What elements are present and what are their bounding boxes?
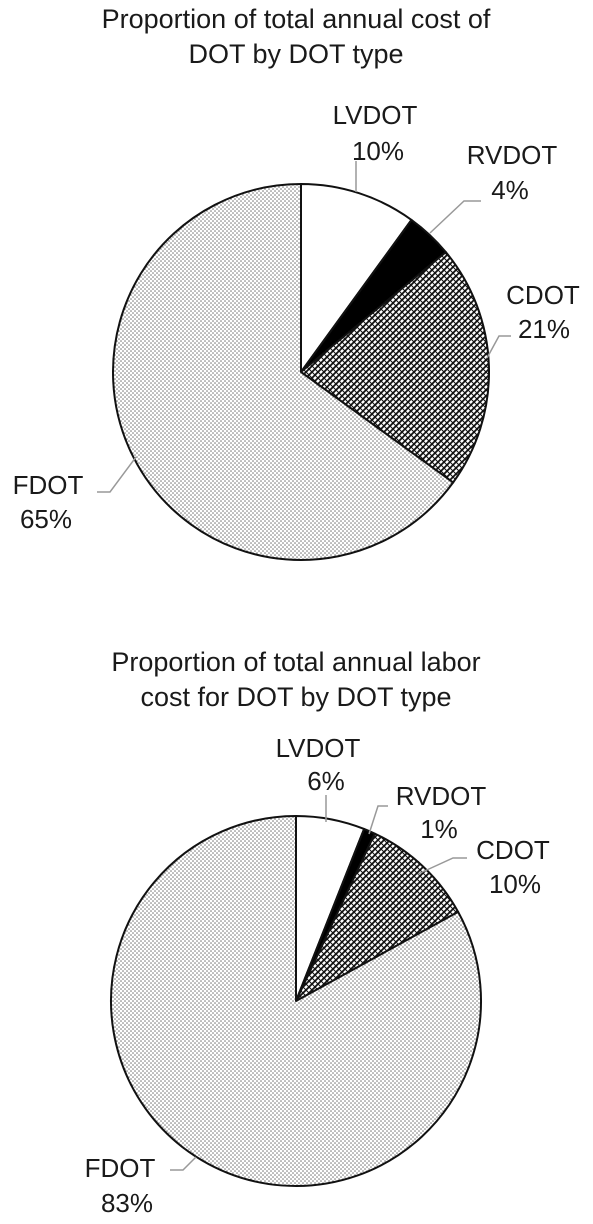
chart-1-leader-rvdot [429,200,481,234]
chart-1-leader-fdot [97,456,137,493]
chart-2-label-rvdot-value: 1% [420,814,458,844]
chart-2-label-cdot-name: CDOT [476,835,550,865]
chart-1-label-cdot-name: CDOT [506,280,580,310]
pie-chart-1: Proportion of total annual cost of DOT b… [13,4,580,561]
chart-2-title-line-2: cost for DOT by DOT type [140,682,451,712]
chart-2-slice-cdot [295,832,460,1002]
chart-2-label-fdot-value: 83% [101,1188,153,1218]
chart-2-leader-rvdot [368,805,388,835]
chart-2-label-fdot-name: FDOT [85,1153,156,1183]
chart-1-label-lvdot-value: 10% [352,136,404,166]
chart-2-label-lvdot-name: LVDOT [276,733,361,763]
chart-2-slice-fdot [110,815,482,1187]
chart-1-label-rvdot-value: 4% [491,175,529,205]
chart-1-title-line-1: Proportion of total annual cost of [102,4,491,34]
pie-chart-2: Proportion of total annual labor cost fo… [85,647,550,1218]
chart-2-label-cdot-value: 10% [489,869,541,899]
chart-1-slice-cdot [300,251,490,484]
chart-2-slices [110,815,482,1187]
chart-2-leader-cdot [417,857,467,875]
chart-2-label-rvdot-name: RVDOT [396,781,487,811]
chart-1-label-fdot-value: 65% [20,504,72,534]
chart-2-label-lvdot-value: 6% [307,766,345,796]
chart-1-title-line-2: DOT by DOT type [188,39,403,69]
chart-1-leader-cdot [486,335,511,359]
chart-1-label-cdot-value: 21% [518,314,570,344]
chart-1-label-lvdot-name: LVDOT [333,100,418,130]
chart-2-leader-fdot [170,1156,197,1171]
chart-1-label-rvdot-name: RVDOT [467,140,558,170]
chart-1-slice-lvdot [300,183,413,373]
chart-1-label-fdot-name: FDOT [13,470,84,500]
chart-2-title-line-1: Proportion of total annual labor [111,647,480,677]
chart-1-slices [112,183,490,561]
chart-1-slice-fdot [112,183,455,561]
